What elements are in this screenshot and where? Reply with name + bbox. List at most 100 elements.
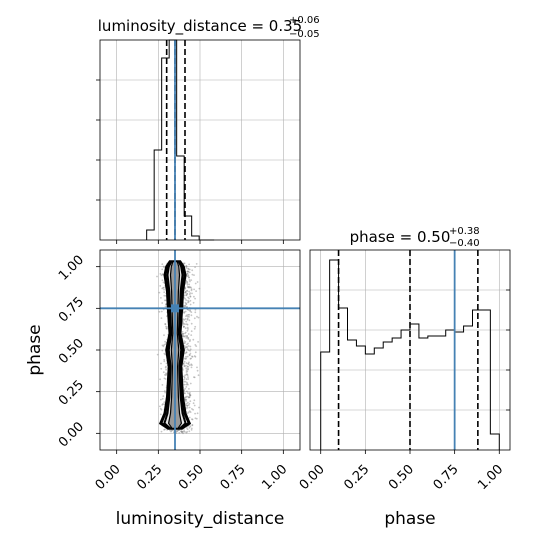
scatter-point <box>185 357 188 360</box>
scatter-point <box>189 339 192 341</box>
scatter-point <box>185 431 188 434</box>
scatter-point <box>186 293 189 295</box>
scatter-point <box>190 363 193 366</box>
scatter-point <box>162 286 165 289</box>
scatter-point <box>185 364 187 367</box>
scatter-point <box>164 323 167 325</box>
phase-title-text: phase = 0.50 <box>350 228 451 246</box>
scatter-point <box>163 286 165 289</box>
scatter-point <box>192 338 195 341</box>
scatter-point <box>160 398 162 401</box>
scatter-point <box>188 430 191 433</box>
scatter-point <box>192 402 195 405</box>
scatter-point <box>164 374 166 376</box>
scatter-point <box>187 366 189 368</box>
scatter-point <box>197 374 200 377</box>
scatter-point <box>186 370 189 373</box>
scatter-point <box>183 318 186 321</box>
scatter-point <box>184 392 186 395</box>
scatter-point <box>186 383 189 385</box>
scatter-point <box>190 357 193 360</box>
scatter-point <box>183 335 186 338</box>
scatter-point <box>188 406 191 409</box>
scatter-point <box>163 344 166 346</box>
scatter-point <box>187 404 190 406</box>
scatter-point <box>181 430 184 433</box>
scatter-point <box>188 392 191 395</box>
scatter-point <box>166 326 169 328</box>
scatter-point <box>181 430 184 433</box>
y-tick-label: 1.00 <box>56 253 87 284</box>
scatter-point <box>165 327 168 330</box>
scatter-point <box>184 332 186 335</box>
scatter-point <box>186 275 188 278</box>
scatter-point <box>197 341 200 343</box>
scatter-point <box>187 275 190 278</box>
x-tick-label: 0.50 <box>386 462 417 493</box>
scatter-point <box>185 264 188 267</box>
x-tick-label: 0.50 <box>176 462 207 493</box>
scatter-point <box>189 349 191 352</box>
scatter-point <box>193 376 196 379</box>
scatter-point <box>194 266 197 268</box>
scatter-point <box>185 337 188 339</box>
phase-histogram-x-ticks: 0.00 0.25 0.50 0.75 1.00 <box>297 450 506 493</box>
scatter-point <box>187 363 190 365</box>
scatter-point <box>165 373 168 376</box>
scatter-point <box>185 362 188 364</box>
scatter-point <box>187 267 190 270</box>
scatter-point <box>186 395 189 398</box>
scatter-point <box>184 399 187 401</box>
scatter-point <box>186 430 189 433</box>
scatter-point <box>186 329 189 332</box>
scatter-point <box>183 365 186 368</box>
scatter-point <box>187 337 190 339</box>
scatter-point <box>187 396 190 399</box>
scatter-point <box>181 335 184 338</box>
scatter-point <box>186 283 189 286</box>
scatter-point <box>188 410 191 412</box>
scatter-point <box>187 328 189 330</box>
scatter-point <box>191 364 193 367</box>
scatter-point <box>190 288 193 291</box>
scatter-point <box>185 281 188 283</box>
scatter-point <box>186 281 189 283</box>
scatter-point <box>161 279 164 282</box>
scatter-point <box>195 417 198 420</box>
scatter-point <box>189 358 192 360</box>
scatter-point <box>186 343 188 346</box>
scatter-point <box>187 296 190 299</box>
scatter-point <box>158 310 161 313</box>
scatter-point <box>197 316 200 319</box>
scatter-point <box>190 311 193 313</box>
scatter-point <box>165 374 167 376</box>
scatter-point <box>186 346 189 348</box>
scatter-point <box>164 428 166 431</box>
scatter-point <box>188 426 191 429</box>
scatter-point <box>164 299 167 302</box>
scatter-point <box>185 351 188 354</box>
scatter-point <box>188 354 191 356</box>
scatter-point <box>183 340 185 342</box>
scatter-point <box>183 325 186 328</box>
scatter-point <box>185 378 188 381</box>
scatter-point <box>186 390 188 393</box>
scatter-point <box>191 292 193 295</box>
scatter-point <box>186 317 189 320</box>
scatter-point <box>170 429 173 432</box>
scatter-point <box>189 299 192 302</box>
truth-marker <box>171 304 179 313</box>
joint-density-y-ticks: 0.00 0.25 0.50 0.75 1.00 <box>56 253 100 450</box>
scatter-point <box>191 424 194 427</box>
scatter-point <box>189 309 191 311</box>
scatter-point <box>188 316 190 318</box>
scatter-point <box>189 411 192 413</box>
scatter-point <box>183 389 186 391</box>
scatter-point <box>183 375 186 378</box>
scatter-point <box>188 271 191 274</box>
scatter-point <box>183 311 186 313</box>
scatter-point <box>182 362 185 365</box>
scatter-point <box>162 371 165 374</box>
scatter-point <box>178 432 181 434</box>
scatter-point <box>191 408 193 410</box>
